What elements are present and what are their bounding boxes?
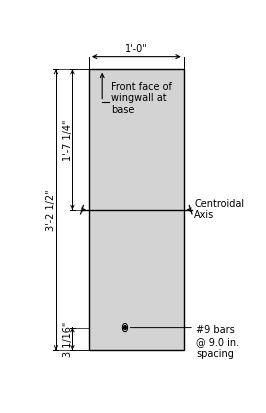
- Text: #9 bars
@ 9.0 in.
spacing: #9 bars @ 9.0 in. spacing: [196, 325, 239, 358]
- Text: Centroidal
Axis: Centroidal Axis: [194, 198, 244, 220]
- Text: 3 1/16": 3 1/16": [63, 321, 73, 356]
- Circle shape: [122, 324, 128, 332]
- Text: 1'-7 1/4": 1'-7 1/4": [63, 119, 73, 161]
- Text: 1'-0": 1'-0": [125, 44, 148, 54]
- Text: Front face of
wingwall at
base: Front face of wingwall at base: [111, 81, 172, 114]
- Text: 3'-2 1/2": 3'-2 1/2": [46, 190, 56, 231]
- Circle shape: [124, 326, 126, 330]
- Bar: [89, 70, 184, 350]
